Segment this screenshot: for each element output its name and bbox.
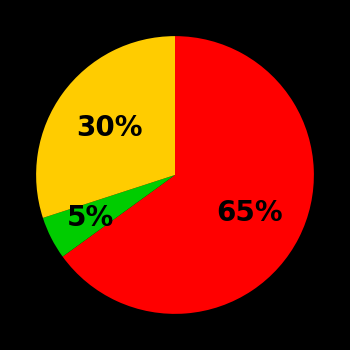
- Wedge shape: [43, 175, 175, 257]
- Wedge shape: [36, 36, 175, 218]
- Text: 65%: 65%: [216, 199, 282, 227]
- Text: 5%: 5%: [67, 204, 114, 232]
- Wedge shape: [63, 36, 314, 314]
- Text: 30%: 30%: [77, 114, 143, 142]
